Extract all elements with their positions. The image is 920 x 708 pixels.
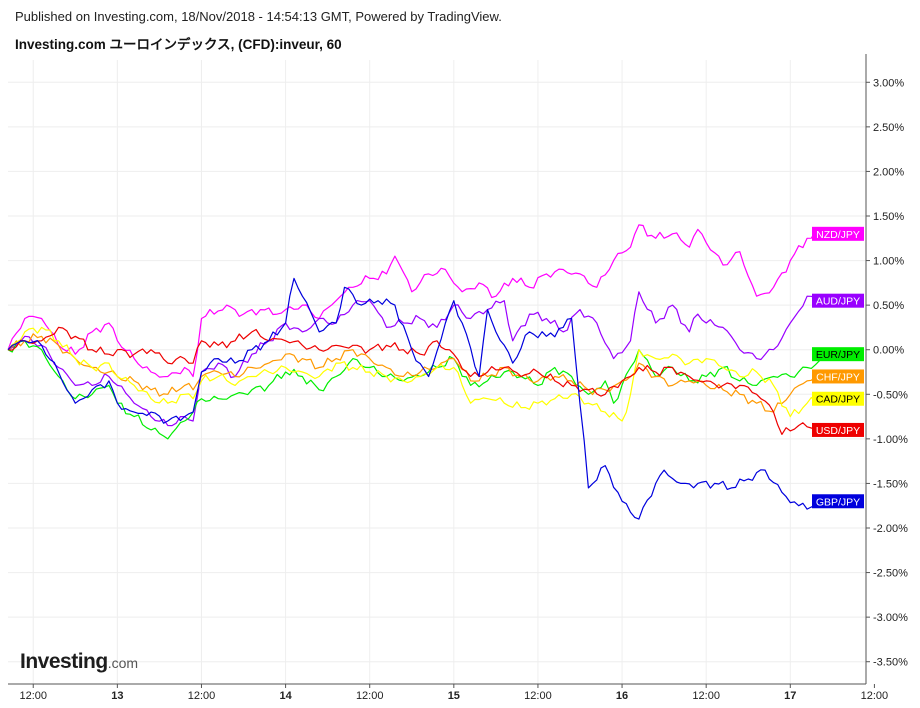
x-tick-label: 12:00 (861, 690, 889, 702)
x-tick-label: 12:00 (19, 690, 47, 702)
logo-text: Investing (20, 650, 108, 673)
y-tick-label: 3.00% (873, 77, 904, 89)
series-label-bg (812, 391, 864, 406)
x-tick-label: 12:00 (692, 690, 720, 702)
series-label-nzd-jpy: NZD/JPY (816, 229, 860, 241)
series-label-usd-jpy: USD/JPY (816, 425, 860, 437)
chart-header: Published on Investing.com, 18/Nov/2018 … (0, 0, 920, 56)
y-tick-label: 0.50% (873, 300, 904, 312)
series-label-cad-jpy: CAD/JPY (816, 394, 860, 406)
series-label-bg (812, 226, 864, 241)
series-label-gbp-jpy: GBP/JPY (816, 496, 860, 508)
series-label-bg (812, 494, 864, 509)
y-tick-label: -1.00% (873, 434, 908, 446)
series-line-nzd-jpy (7, 224, 841, 378)
y-tick-label: -2.50% (873, 568, 908, 580)
y-tick-label: 1.00% (873, 256, 904, 268)
x-tick-label: 12:00 (524, 690, 552, 702)
series-line-chf-jpy (7, 333, 842, 413)
y-tick-label: 1.50% (873, 211, 904, 223)
logo-suffix: .com (107, 655, 139, 671)
series-line-eur-jpy (7, 340, 842, 440)
x-tick-label: 15 (448, 690, 460, 702)
y-tick-label: -3.00% (873, 612, 908, 624)
series-label-bg (812, 293, 864, 308)
y-tick-label: -3.50% (873, 657, 908, 669)
series-label-bg (812, 347, 864, 362)
series-line-aud-jpy (7, 291, 842, 427)
series-line-cad-jpy (7, 326, 841, 422)
series-line-gbp-jpy (7, 277, 842, 520)
series-label-bg (812, 422, 864, 437)
x-tick-label: 12:00 (188, 690, 216, 702)
x-tick-label: 17 (784, 690, 796, 702)
x-tick-label: 12:00 (356, 690, 384, 702)
series-label-aud-jpy: AUD/JPY (816, 296, 860, 308)
y-tick-label: 2.50% (873, 122, 904, 134)
x-tick-label: 14 (279, 690, 292, 702)
published-info: Published on Investing.com, 18/Nov/2018 … (15, 9, 502, 24)
investing-logo: Investing.com (20, 650, 138, 676)
x-tick-label: 13 (111, 690, 123, 702)
x-tick-label: 16 (616, 690, 628, 702)
series-label-bg (812, 369, 864, 384)
series-label-chf-jpy: CHF/JPY (816, 371, 860, 383)
y-tick-label: 2.00% (873, 166, 904, 178)
chart-title: Investing.com ユーロインデックス, (CFD):inveur, 6… (15, 37, 342, 52)
y-tick-label: -2.00% (873, 523, 908, 535)
y-tick-label: -1.50% (873, 478, 908, 490)
series-line-usd-jpy (7, 326, 841, 435)
y-tick-label: 0.00% (873, 345, 904, 357)
series-label-eur-jpy: EUR/JPY (816, 349, 860, 361)
y-tick-label: -0.50% (873, 389, 908, 401)
